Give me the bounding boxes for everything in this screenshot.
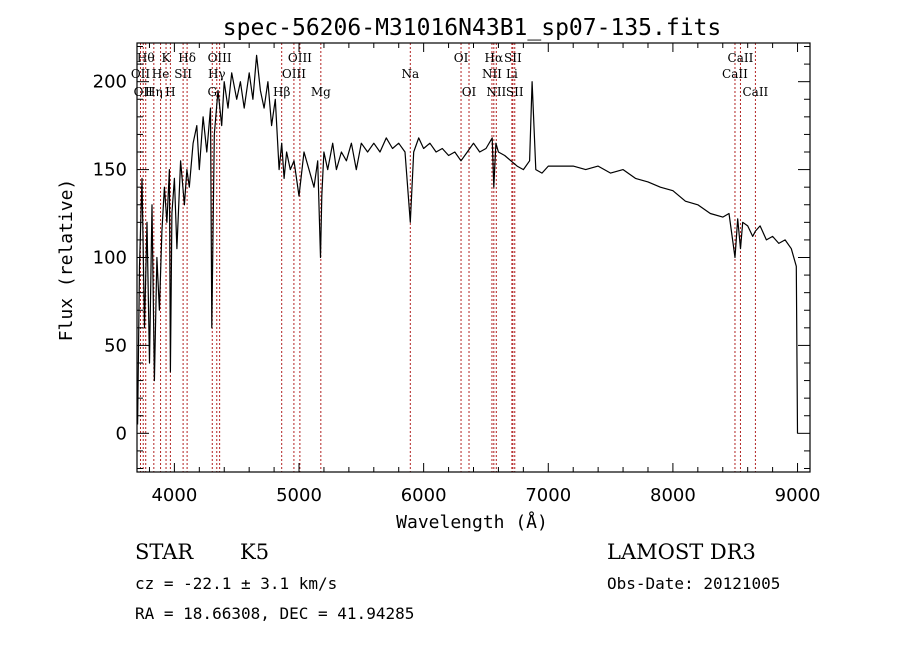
line-marker-label: CaII [728, 51, 754, 65]
line-marker-label: Li [506, 67, 518, 81]
line-marker-label: OII [131, 67, 151, 81]
line-marker-label: Mg [311, 85, 331, 99]
subclass-label: K5 [240, 540, 269, 564]
line-marker-label: Na [401, 67, 419, 81]
line-marker-label: G [207, 85, 217, 99]
class-label: STAR [135, 540, 194, 564]
x-axis-ticks: 4000 5000 6000 7000 8000 9000 [148, 43, 821, 506]
line-marker-label: OIII [282, 67, 306, 81]
chart-title: spec-56206-M31016N43B1_sp07-135.fits [223, 15, 722, 41]
obs-date: Obs-Date: 20121005 [607, 574, 780, 593]
line-marker-label: Hη [145, 85, 163, 99]
y-tick-label: 50 [104, 335, 127, 356]
redshift-readout: cz = -22.1 ± 3.1 km/s [135, 574, 337, 593]
x-tick-label: 6000 [401, 485, 447, 506]
line-marker-label: CaII [722, 67, 748, 81]
y-tick-label: 0 [116, 423, 127, 444]
x-tick-label: 9000 [775, 485, 821, 506]
x-tick-label: 8000 [650, 485, 696, 506]
line-marker-label: Hδ [178, 51, 196, 65]
line-marker-label: OI [462, 85, 477, 99]
line-marker-label: SII [506, 85, 524, 99]
y-axis-ticks: 0 50 100 150 200 [93, 46, 810, 469]
emission-line-markers [139, 43, 756, 472]
line-marker-label: NII [482, 67, 502, 81]
x-tick-label: 5000 [276, 485, 322, 506]
line-marker-label: K [162, 51, 172, 65]
y-tick-label: 200 [93, 72, 127, 93]
x-axis-label: Wavelength (Å) [396, 511, 548, 533]
survey-label: LAMOST DR3 [607, 540, 756, 564]
line-marker-label: H [165, 85, 175, 99]
line-marker-label: Hα [485, 51, 504, 65]
coordinates: RA = 18.66308, DEC = 41.94285 [135, 604, 414, 623]
line-marker-label: Hγ [208, 67, 226, 81]
line-marker-label: Hθ [137, 51, 155, 65]
line-marker-label: OI [454, 51, 469, 65]
x-tick-label: 4000 [151, 485, 197, 506]
y-axis-label: Flux (relative) [56, 179, 77, 342]
line-marker-label: He [152, 67, 170, 81]
series-line-spectrum [137, 54, 799, 434]
line-marker-label: NII [486, 85, 506, 99]
line-marker-label: SII [174, 67, 192, 81]
line-marker-label: Hβ [273, 85, 290, 99]
line-labels: OII OII Hθ Hη He K H SII Hδ G Hγ OIII Hβ OIII OIII Mg Na… [131, 51, 769, 99]
line-marker-label: OII [134, 85, 154, 99]
line-marker-label: SII [504, 51, 522, 65]
y-tick-label: 100 [93, 248, 127, 269]
y-tick-label: 150 [93, 160, 127, 181]
line-marker-label: OIII [288, 51, 312, 65]
plot-frame [136, 42, 811, 473]
line-marker-label: OIII [208, 51, 232, 65]
x-tick-label: 7000 [525, 485, 571, 506]
series-group [137, 54, 799, 434]
line-marker-label: CaII [742, 85, 768, 99]
